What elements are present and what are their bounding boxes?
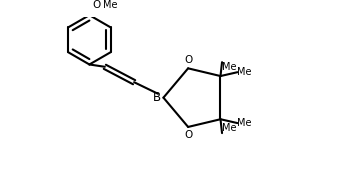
Text: Me: Me <box>237 118 252 128</box>
Text: O: O <box>92 1 101 10</box>
Text: Me: Me <box>222 123 237 134</box>
Text: O: O <box>184 55 192 65</box>
Text: Me: Me <box>103 1 118 10</box>
Text: B: B <box>153 91 161 104</box>
Text: Me: Me <box>222 62 237 72</box>
Text: Me: Me <box>237 67 252 77</box>
Text: O: O <box>184 130 192 140</box>
